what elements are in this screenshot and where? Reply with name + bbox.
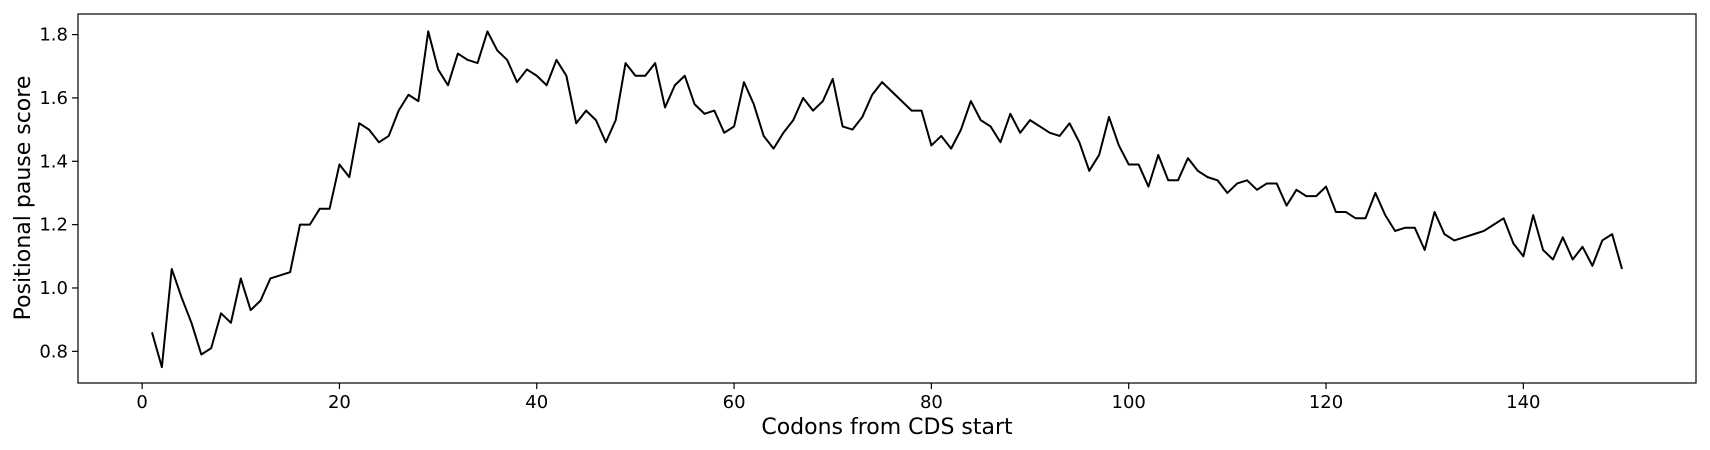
x-tick-label: 60 <box>723 392 746 413</box>
x-tick-label: 120 <box>1309 392 1343 413</box>
x-tick-label: 100 <box>1112 392 1146 413</box>
y-tick-label: 1.0 <box>39 278 68 299</box>
x-tick-label: 40 <box>525 392 548 413</box>
x-tick-label: 20 <box>328 392 351 413</box>
y-axis-label: Positional pause score <box>11 76 36 321</box>
plot-frame <box>77 13 1697 384</box>
x-axis-label: Codons from CDS start <box>761 415 1013 440</box>
y-tick-label: 1.2 <box>39 215 68 236</box>
pause-score-line <box>151 30 1623 369</box>
x-tick-label: 140 <box>1506 392 1540 413</box>
y-tick-label: 0.8 <box>39 341 68 362</box>
x-axis-ticks: 0 20 40 60 80 100 120 140 <box>136 383 1541 413</box>
x-tick-label: 0 <box>136 392 147 413</box>
y-tick-label: 1.4 <box>39 151 68 172</box>
y-tick-label: 1.8 <box>39 25 68 46</box>
x-tick-label: 80 <box>920 392 943 413</box>
y-axis-ticks: 0.8 1.0 1.2 1.4 1.6 1.8 <box>39 25 78 362</box>
y-tick-label: 1.6 <box>39 88 68 109</box>
